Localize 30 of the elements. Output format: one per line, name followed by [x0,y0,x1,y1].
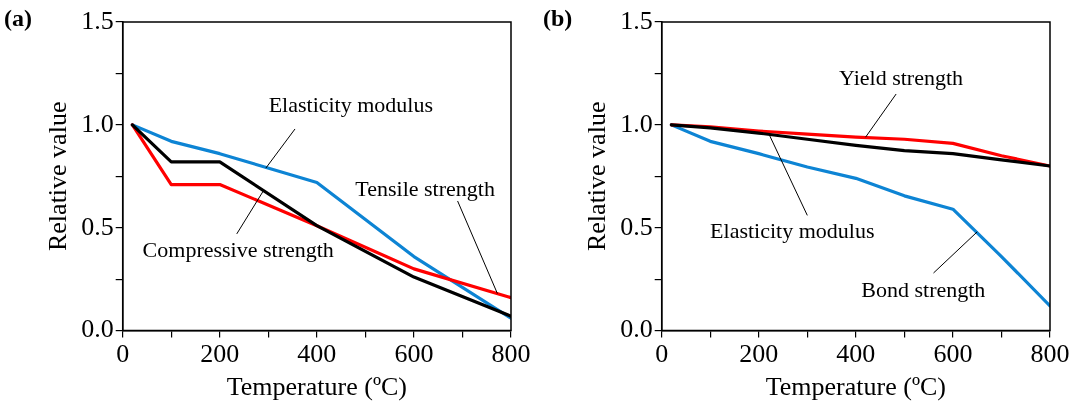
x-tick-label: 0 [655,339,669,369]
y-axis-title: Relative value [582,101,612,252]
x-tick-label: 0 [116,339,130,369]
y-tick-label: 0.5 [81,211,114,241]
annotation: Elasticity modulus [710,217,875,243]
y-tick-label: 0.5 [620,211,653,241]
annotation: Tensile strength [355,176,495,202]
x-tick-label: 600 [933,339,973,369]
x-tick-label: 600 [394,339,434,369]
x-tick-label: 200 [739,339,779,369]
annotation: Yield strength [838,65,964,91]
y-axis-title: Relative value [43,101,73,252]
x-tick-label: 800 [1030,339,1070,369]
y-tick-label: 1.5 [620,5,653,35]
x-tick-label: 400 [297,339,337,369]
y-tick-label: 1.0 [81,108,114,138]
annotation: Bond strength [861,277,986,303]
y-tick-label: 1.5 [81,5,114,35]
annotation: Elasticity modulus [268,92,434,118]
chart-title: (a) [4,5,32,32]
chart-title: (b) [543,5,573,32]
annotation: Compressive strength [142,237,334,263]
y-tick-label: 0.0 [620,314,653,344]
x-axis-title: Temperature (ºC) [765,372,946,402]
x-tick-label: 200 [200,339,240,369]
y-tick-label: 0.0 [81,314,114,344]
y-tick-label: 1.0 [620,108,653,138]
x-tick-label: 400 [836,339,876,369]
x-axis-title: Temperature (ºC) [226,372,407,402]
x-tick-label: 800 [491,339,531,369]
